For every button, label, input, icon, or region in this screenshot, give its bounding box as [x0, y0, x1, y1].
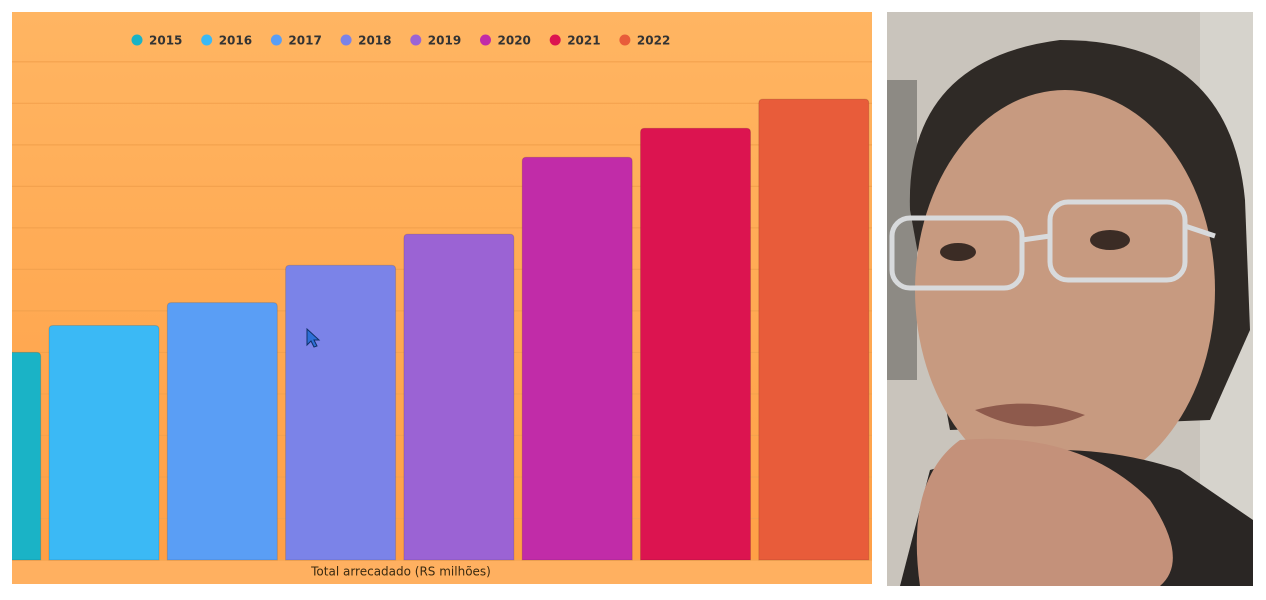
legend-label: 2020	[498, 34, 531, 48]
legend-label: 2016	[219, 34, 252, 48]
face	[915, 90, 1215, 490]
bar	[285, 264, 397, 561]
legend-label: 2018	[358, 34, 391, 48]
legend-label: 2017	[288, 34, 321, 48]
bar	[12, 351, 42, 561]
legend-marker	[549, 34, 561, 46]
legend-label: 2015	[149, 34, 182, 48]
x-axis-label: Total arrecadado (RS milhões)	[310, 565, 491, 579]
bar	[166, 302, 278, 561]
hand	[916, 438, 1173, 586]
bar	[758, 98, 870, 561]
eye	[1090, 230, 1130, 250]
legend-marker	[340, 34, 352, 46]
webcam-video	[887, 12, 1253, 586]
legend-label: 2019	[428, 34, 461, 48]
legend-marker	[619, 34, 631, 46]
x-axis-band	[12, 560, 872, 584]
legend: 2015 2016 2017 2018 2019 2020 2021 2022	[131, 34, 670, 48]
bar	[48, 324, 160, 561]
legend-label: 2021	[567, 34, 600, 48]
glasses	[889, 199, 1216, 291]
mouse-cursor	[306, 327, 321, 348]
bar	[640, 127, 751, 561]
plot-area	[12, 61, 872, 561]
bar	[403, 233, 515, 561]
legend-marker	[270, 34, 282, 46]
legend-marker	[201, 34, 213, 46]
legend-marker	[480, 34, 491, 46]
bar	[521, 156, 633, 561]
eye	[940, 243, 976, 261]
legend-marker	[410, 34, 422, 46]
mouth	[975, 403, 1085, 427]
legend-label: 2022	[637, 34, 670, 48]
legend-marker	[131, 34, 143, 46]
